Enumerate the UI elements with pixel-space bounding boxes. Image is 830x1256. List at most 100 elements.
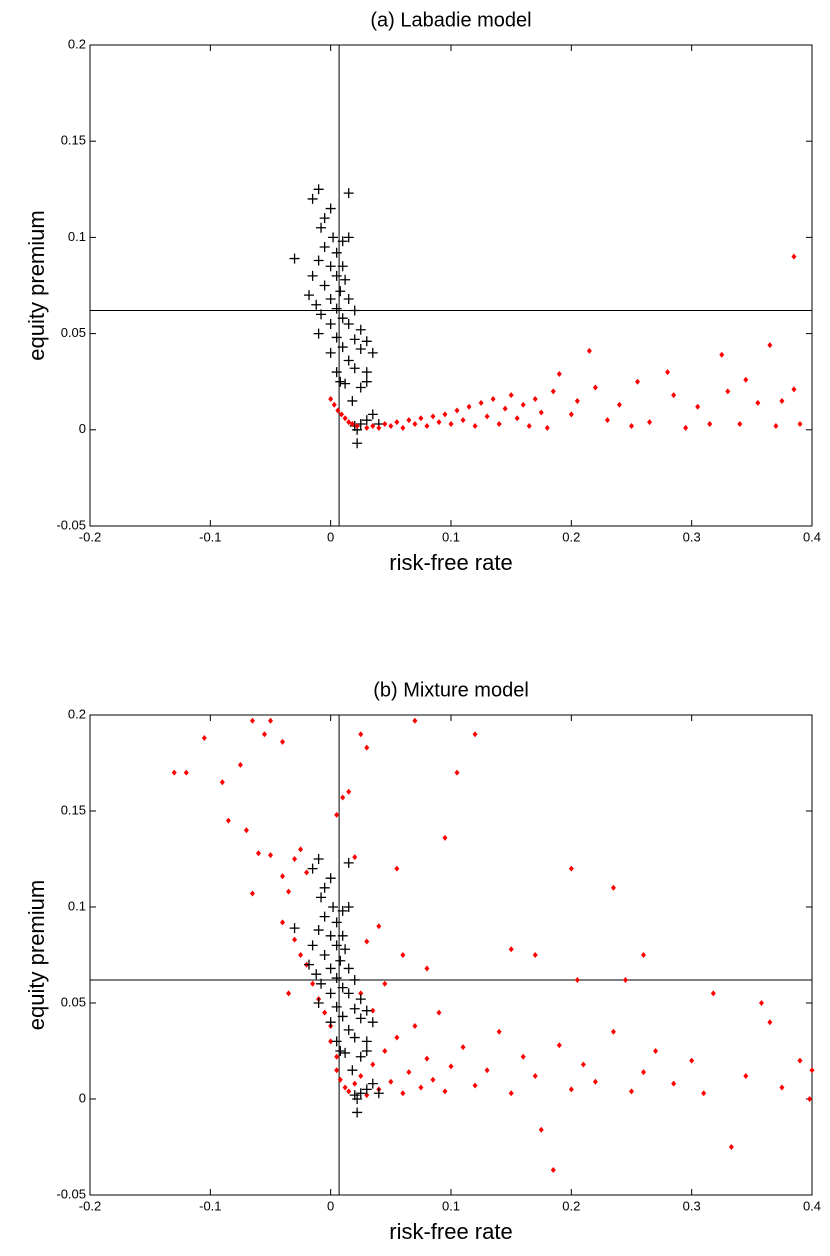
y-tick-label: 0.1 [68,898,86,913]
plus-marker [331,247,342,258]
plus-marker [316,309,327,320]
x-tick-label: 0.3 [683,529,701,544]
dot-marker [791,253,797,260]
plus-marker [367,409,378,420]
dot-marker [400,1090,406,1097]
dot-marker [689,1057,695,1064]
x-tick-label: 0 [327,529,334,544]
y-tick-label: 0.2 [68,36,86,51]
plus-marker [316,892,327,903]
x-tick-label: 0.3 [683,1198,701,1213]
x-tick-label: -0.1 [199,529,221,544]
x-tick-label: -0.2 [79,1198,101,1213]
plus-marker [340,378,351,389]
plus-marker [343,1024,354,1035]
dot-marker [268,852,273,859]
dot-marker [171,769,177,776]
dot-marker [807,1096,813,1102]
dot-marker [412,1023,418,1030]
dot-marker [406,417,412,424]
dot-marker [249,717,255,724]
plus-marker [361,1046,372,1056]
dot-marker [304,869,310,876]
x-tick-label: 0.2 [562,529,580,544]
chart-title: (b) Mixture model [373,679,529,701]
dot-marker [472,731,478,738]
y-tick-label: 0 [79,1090,86,1105]
plus-marker [367,1078,378,1089]
dot-marker [412,717,418,724]
dot-marker [280,873,286,880]
dot-marker [647,419,653,426]
dot-marker [773,422,779,429]
plus-marker [355,343,366,354]
dot-marker [641,1069,647,1076]
dot-marker [725,388,731,395]
dot-marker [472,1082,478,1089]
dot-marker [526,422,532,429]
plus-marker [355,1013,366,1024]
dot-marker [556,1042,562,1049]
x-tick-label: -0.1 [199,1198,221,1213]
y-tick-label: 0.1 [68,229,86,244]
dot-marker [370,1061,376,1068]
dot-marker [707,421,713,428]
plus-marker [313,998,324,1008]
y-tick-label: 0.15 [61,802,86,817]
plus-marker [331,940,342,951]
dot-marker [797,1057,803,1064]
plus-marker [361,367,372,378]
plus-marker [313,854,324,864]
plus-marker [349,1032,360,1043]
plus-marker [307,193,318,204]
dot-marker [334,1067,340,1074]
plus-marker [337,261,348,272]
y-tick-label: 0.15 [61,133,86,148]
dot-marker [556,371,562,378]
plus-marker [311,299,322,310]
plus-marker [289,253,300,264]
plus-marker [340,274,351,285]
dot-marker [328,1038,334,1045]
dot-marker [292,936,298,943]
dot-marker [460,1044,466,1051]
dot-marker [568,1086,574,1093]
dot-marker [520,1053,526,1060]
plus-marker [328,902,339,912]
x-tick-label: 0.4 [803,1198,821,1213]
dot-marker [758,1000,764,1006]
dot-marker [201,735,207,742]
dot-marker [337,1076,343,1083]
plus-marker [337,342,348,353]
plus-marker [307,270,318,281]
dot-marker [394,419,400,426]
plus-marker [337,236,348,247]
dot-marker [358,990,364,997]
dot-marker [364,938,370,945]
dot-marker [225,817,231,824]
dot-marker [237,761,243,768]
dot-marker [592,384,598,391]
dot-marker [442,834,448,841]
plus-marker [337,930,348,941]
dot-marker [292,856,298,862]
dot-marker [767,1019,773,1026]
dot-marker [418,1084,424,1091]
dot-marker [490,396,496,403]
dot-marker [412,421,418,428]
dot-marker [334,1053,340,1060]
y-tick-label: 0.05 [61,994,86,1009]
dot-marker [342,1084,348,1091]
plus-marker [335,955,346,966]
plus-marker [335,376,346,387]
plus-marker [325,261,336,272]
dot-marker [352,1080,358,1087]
dot-marker [454,407,460,414]
plus-marker [355,382,366,393]
plus-marker [331,1036,342,1047]
plus-marker [331,917,342,928]
plus-marker [335,286,346,297]
dot-marker [665,369,671,376]
dot-marker [364,744,370,751]
